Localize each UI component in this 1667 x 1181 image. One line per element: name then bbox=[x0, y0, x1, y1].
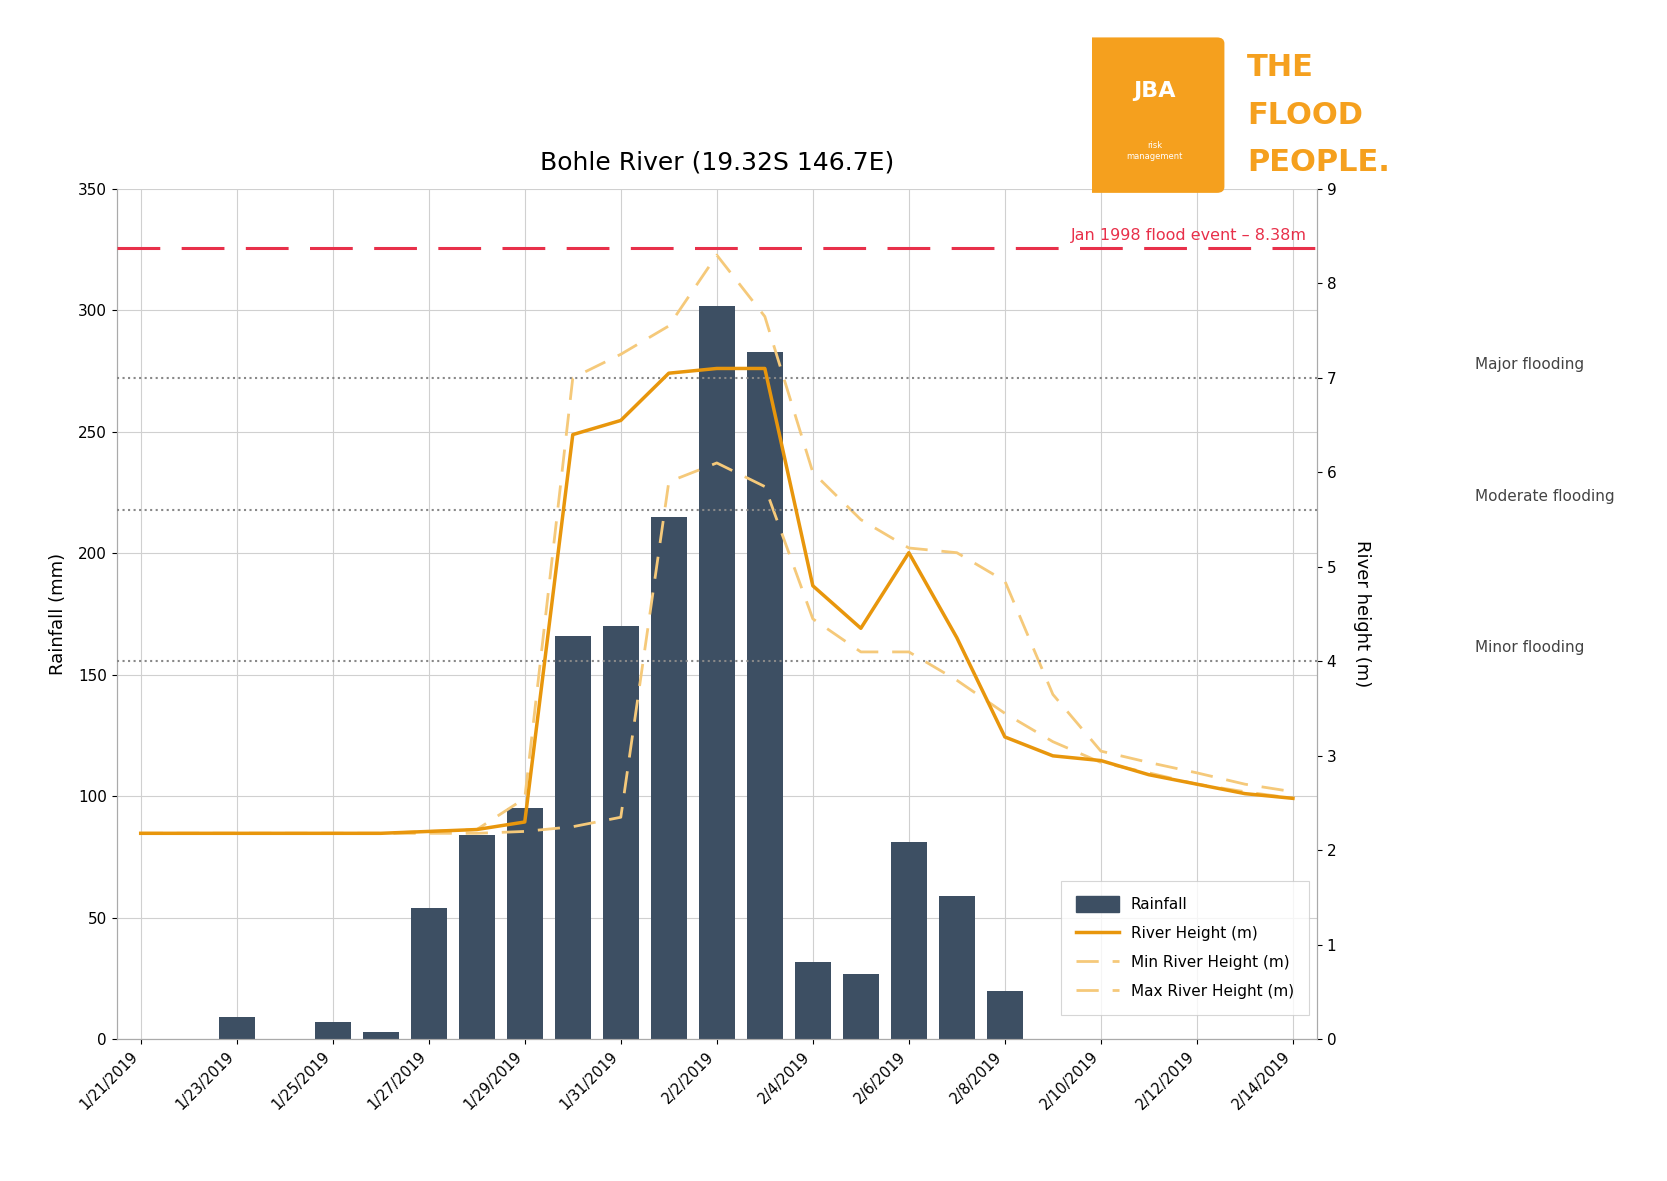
Bar bbox=[795, 961, 830, 1039]
Y-axis label: Rainfall (mm): Rainfall (mm) bbox=[48, 553, 67, 676]
Bar bbox=[698, 306, 735, 1039]
Text: Moderate flooding: Moderate flooding bbox=[1475, 489, 1615, 504]
Bar bbox=[458, 835, 495, 1039]
Bar bbox=[218, 1017, 255, 1039]
Text: PEOPLE.: PEOPLE. bbox=[1247, 149, 1390, 177]
Y-axis label: River height (m): River height (m) bbox=[1354, 541, 1370, 687]
Text: FLOOD: FLOOD bbox=[1247, 100, 1364, 130]
Bar bbox=[939, 896, 975, 1039]
Bar bbox=[315, 1023, 350, 1039]
Bar bbox=[363, 1032, 398, 1039]
Bar bbox=[890, 842, 927, 1039]
Text: THE: THE bbox=[1247, 53, 1314, 81]
Text: risk
management: risk management bbox=[1127, 141, 1182, 161]
FancyBboxPatch shape bbox=[1085, 38, 1224, 193]
Bar bbox=[747, 352, 783, 1039]
Text: Major flooding: Major flooding bbox=[1475, 357, 1584, 372]
Bar bbox=[603, 626, 638, 1039]
Bar bbox=[410, 908, 447, 1039]
Bar bbox=[650, 517, 687, 1039]
Text: JBA: JBA bbox=[1134, 81, 1175, 102]
Bar bbox=[844, 973, 879, 1039]
Bar bbox=[555, 637, 590, 1039]
Text: Jan 1998 flood event – 8.38m: Jan 1998 flood event – 8.38m bbox=[1072, 228, 1307, 243]
Bar bbox=[987, 991, 1024, 1039]
Text: Minor flooding: Minor flooding bbox=[1475, 640, 1585, 655]
Legend: Rainfall, River Height (m), Min River Height (m), Max River Height (m): Rainfall, River Height (m), Min River He… bbox=[1060, 881, 1309, 1014]
Title: Bohle River (19.32S 146.7E): Bohle River (19.32S 146.7E) bbox=[540, 150, 894, 175]
Bar bbox=[507, 809, 543, 1039]
